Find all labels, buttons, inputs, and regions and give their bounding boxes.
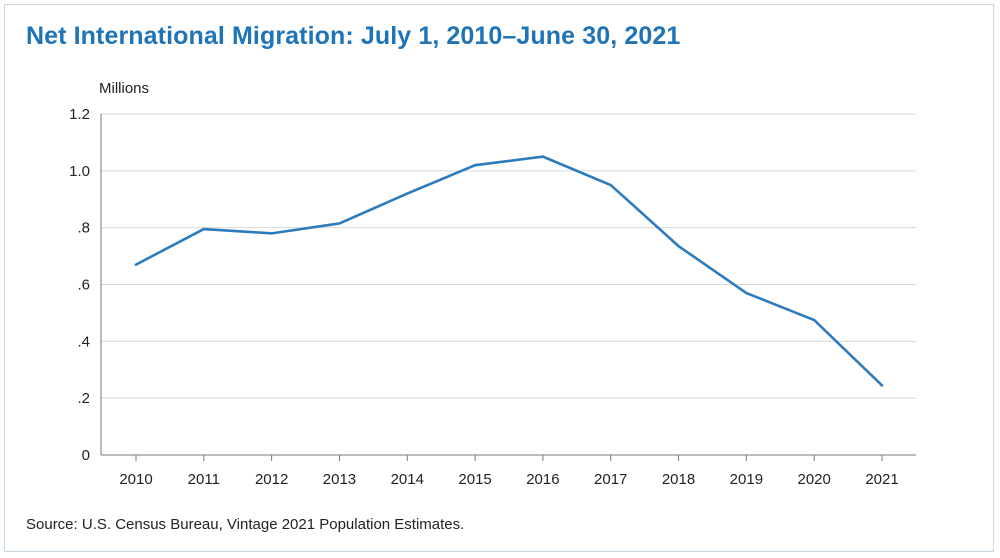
data-point — [542, 155, 544, 158]
series-line — [134, 155, 884, 387]
data-point — [677, 245, 680, 247]
data-point — [203, 228, 205, 230]
y-tick-label: .8 — [77, 220, 90, 237]
data-point — [338, 222, 341, 225]
y-tick-label: .6 — [77, 277, 90, 294]
data-point — [745, 292, 748, 294]
x-tick-label: 2014 — [391, 471, 424, 488]
data-point — [881, 384, 883, 387]
data-point — [609, 184, 612, 186]
y-tick-label: 0 — [82, 447, 90, 464]
chart-title: Net International Migration: July 1, 201… — [26, 22, 681, 50]
x-tick-label: 2020 — [797, 471, 830, 488]
x-tick-label: 2011 — [188, 471, 220, 488]
x-tick-label: 2012 — [255, 471, 288, 488]
data-point — [813, 319, 815, 321]
y-tick-label: .4 — [77, 333, 90, 350]
data-point — [406, 192, 409, 195]
y-tick-label: 1.0 — [69, 163, 90, 180]
y-tick-label: 1.2 — [69, 106, 90, 123]
y-tick-label: .2 — [77, 390, 90, 407]
x-tick-label: 2019 — [730, 471, 763, 488]
x-tick-label: 2017 — [594, 471, 627, 488]
data-point — [474, 164, 476, 166]
x-tick-label: 2015 — [458, 471, 491, 488]
x-tick-label: 2013 — [323, 471, 356, 488]
data-point — [135, 263, 137, 266]
x-tick-label: 2021 — [865, 471, 898, 488]
source-note: Source: U.S. Census Bureau, Vintage 2021… — [26, 516, 465, 533]
data-point — [270, 232, 273, 235]
x-tick-label: 2016 — [526, 471, 559, 488]
y-axis-label: Millions — [99, 80, 150, 97]
x-tick-label: 2018 — [662, 471, 695, 488]
chart-frame — [4, 4, 994, 552]
x-tick-label: 2010 — [119, 471, 152, 488]
